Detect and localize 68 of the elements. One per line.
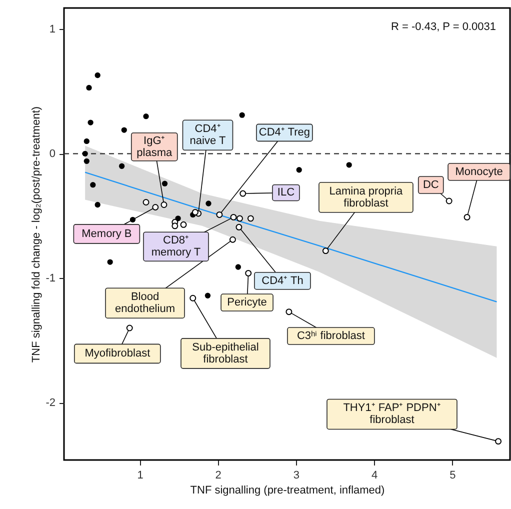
point [84,158,90,164]
annotation: ILC [277,186,295,199]
point [82,150,88,157]
point [239,112,245,118]
point [495,438,502,445]
point [160,202,168,208]
annotation: Myofibroblast [84,348,150,360]
point [204,292,211,298]
annotation: Memory B [82,228,132,240]
annotation: CD4⁺ naive T [190,123,226,148]
point [322,248,329,254]
point [86,84,92,91]
point [236,215,243,222]
point [180,221,187,228]
annotation: Monocyte [455,166,503,178]
point [152,204,159,210]
point [84,138,90,144]
annotation: CD8⁺ memory T [151,234,201,259]
x-tick-label: 4 [372,470,378,482]
point [286,308,292,316]
point [126,324,133,332]
x-tick-label: 1 [137,470,144,482]
point [88,120,94,126]
x-tick-label: 3 [293,470,300,482]
point [90,182,96,188]
point [94,202,100,208]
annotation: C3ʰⁱ fibroblast [296,330,365,342]
y-tick-label: -2 [46,397,56,410]
annotation: IgG⁺ plasma [136,134,173,159]
point [190,294,196,302]
x-axis-title: TNF signalling (pre-treatment, inflamed) [190,484,385,496]
point [216,211,223,218]
point [143,114,149,120]
point [162,180,168,186]
point [247,215,254,222]
annotation: DC [422,179,439,192]
y-tick-label: -1 [46,272,56,285]
x-tick-label: 2 [215,470,222,482]
annotation: Sub-epithelial fibroblast [192,341,259,366]
annotation: CD4⁺ Treg [258,126,310,139]
point [446,198,452,204]
point [142,199,150,206]
y-tick-label: 0 [49,148,56,160]
point [206,200,212,206]
point [464,214,470,220]
point [192,208,198,216]
point [230,214,237,220]
point [121,127,127,133]
point [172,222,178,230]
point [245,270,252,276]
annotation: THY1⁺ FAP⁺ PDPN⁺ fibroblast [343,402,441,426]
annotation: Blood endothelium [115,291,175,316]
y-axis-title: TNF signalling fold change - log₂(post/pre-treatment) [30,106,43,363]
point [240,190,246,197]
y-tick-label: 1 [49,24,56,36]
point [235,264,242,270]
annotation: R = -0.43, P = 0.0031 [391,21,496,33]
annotation: Lamina propria fibroblast [329,185,404,210]
x-tick-label: 5 [450,470,456,482]
annotation: Pericyte [227,296,267,309]
point [107,259,113,265]
point [236,224,242,230]
point [346,162,352,168]
point [118,163,125,169]
point [229,236,236,243]
point [296,167,302,173]
annotation: CD4⁺ Th [262,274,304,287]
point [94,72,100,78]
